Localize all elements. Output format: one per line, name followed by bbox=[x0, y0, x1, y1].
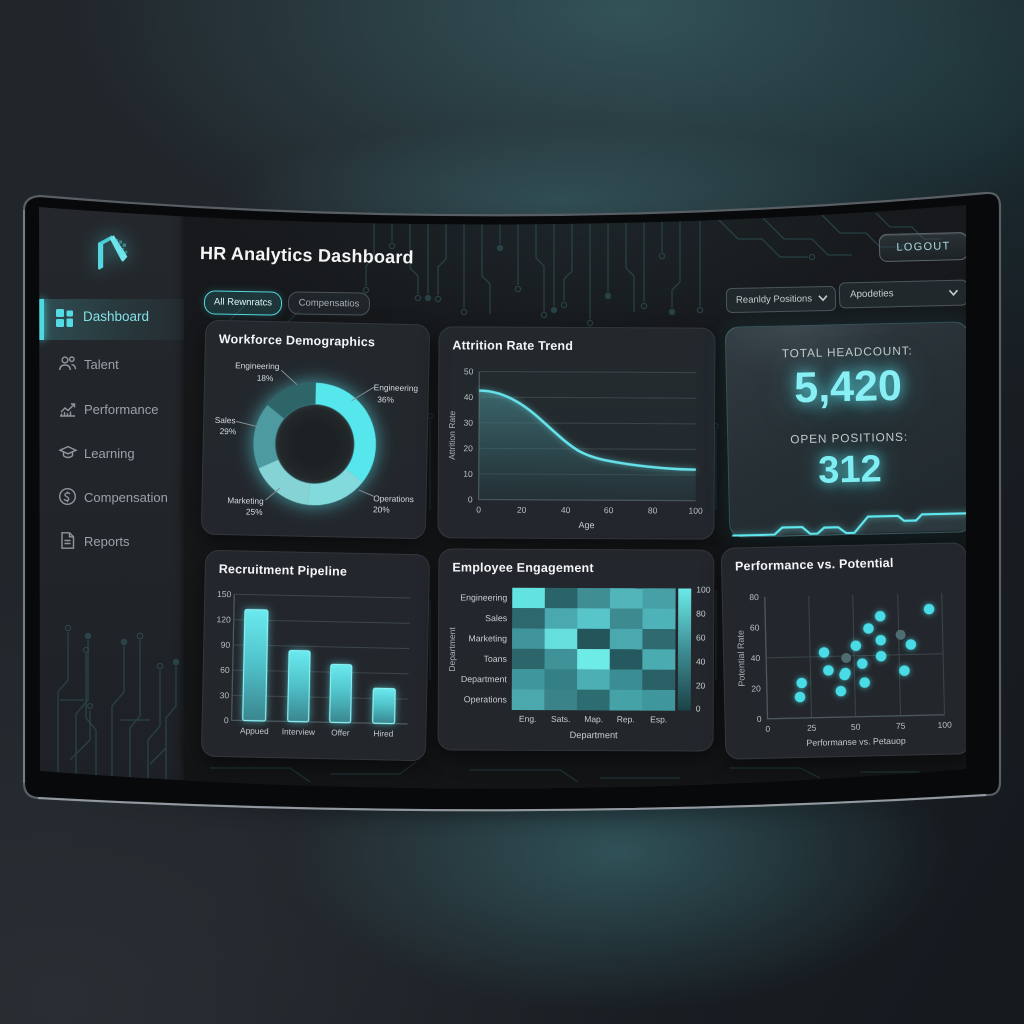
svg-text:60: 60 bbox=[604, 505, 614, 515]
svg-text:100: 100 bbox=[688, 506, 703, 516]
svg-text:80: 80 bbox=[696, 609, 706, 619]
svg-text:0: 0 bbox=[696, 704, 701, 714]
svg-text:Attrition Rate: Attrition Rate bbox=[447, 410, 457, 459]
svg-text:90: 90 bbox=[221, 640, 231, 650]
svg-text:Map.: Map. bbox=[584, 714, 603, 724]
svg-text:Department: Department bbox=[570, 730, 618, 740]
svg-text:80: 80 bbox=[648, 505, 658, 515]
svg-text:Department: Department bbox=[447, 627, 457, 672]
svg-text:30: 30 bbox=[464, 418, 474, 428]
svg-text:40: 40 bbox=[751, 653, 761, 663]
svg-text:Sats.: Sats. bbox=[551, 714, 570, 724]
svg-text:0: 0 bbox=[757, 714, 762, 724]
svg-text:60: 60 bbox=[696, 633, 706, 643]
svg-text:50: 50 bbox=[851, 722, 861, 732]
svg-text:Department: Department bbox=[461, 674, 508, 684]
svg-text:25: 25 bbox=[807, 723, 817, 733]
svg-text:20: 20 bbox=[463, 443, 473, 453]
svg-text:80: 80 bbox=[749, 592, 759, 602]
svg-text:Rep.: Rep. bbox=[617, 714, 635, 724]
svg-text:Age: Age bbox=[578, 520, 594, 530]
svg-text:150: 150 bbox=[217, 589, 232, 599]
svg-text:Engineering: Engineering bbox=[235, 360, 280, 371]
svg-text:Appued: Appued bbox=[240, 725, 269, 736]
svg-text:100: 100 bbox=[696, 585, 710, 595]
svg-text:Sales: Sales bbox=[215, 415, 236, 425]
svg-text:Performanse vs. Petauop: Performanse vs. Petauop bbox=[806, 736, 906, 748]
svg-text:Potential Rate: Potential Rate bbox=[736, 630, 747, 687]
svg-text:50: 50 bbox=[464, 366, 474, 376]
svg-text:40: 40 bbox=[464, 392, 474, 402]
svg-text:Marketing: Marketing bbox=[227, 495, 264, 506]
svg-text:20: 20 bbox=[517, 505, 527, 515]
svg-text:Offer: Offer bbox=[331, 727, 350, 737]
svg-text:100: 100 bbox=[937, 720, 952, 730]
svg-text:Engineering: Engineering bbox=[460, 592, 507, 602]
svg-text:Toans: Toans bbox=[483, 654, 507, 664]
svg-text:Interview: Interview bbox=[282, 726, 316, 737]
svg-text:0: 0 bbox=[468, 494, 473, 504]
svg-text:0: 0 bbox=[224, 715, 229, 725]
svg-text:Esp.: Esp. bbox=[650, 714, 667, 724]
svg-text:0: 0 bbox=[765, 724, 770, 734]
svg-text:29%: 29% bbox=[220, 426, 237, 436]
svg-text:Engineering: Engineering bbox=[374, 382, 419, 393]
svg-text:Sales: Sales bbox=[485, 613, 508, 623]
svg-text:10: 10 bbox=[463, 469, 473, 479]
svg-text:40: 40 bbox=[696, 657, 706, 667]
svg-text:40: 40 bbox=[561, 505, 571, 515]
svg-text:Marketing: Marketing bbox=[468, 633, 507, 643]
svg-text:Operations: Operations bbox=[464, 694, 508, 704]
svg-text:Operations: Operations bbox=[373, 493, 414, 504]
svg-text:36%: 36% bbox=[377, 394, 394, 404]
svg-text:75: 75 bbox=[896, 721, 906, 731]
svg-text:20: 20 bbox=[751, 683, 761, 693]
svg-text:30: 30 bbox=[220, 690, 230, 700]
svg-text:25%: 25% bbox=[246, 507, 263, 517]
svg-text:60: 60 bbox=[750, 622, 760, 632]
svg-text:0: 0 bbox=[476, 504, 481, 514]
svg-text:120: 120 bbox=[216, 614, 231, 624]
svg-text:Hired: Hired bbox=[373, 728, 393, 738]
svg-text:Eng.: Eng. bbox=[519, 714, 537, 724]
svg-text:18%: 18% bbox=[257, 373, 274, 383]
svg-text:20: 20 bbox=[696, 681, 706, 691]
svg-text:60: 60 bbox=[220, 665, 230, 675]
svg-text:20%: 20% bbox=[373, 504, 390, 514]
